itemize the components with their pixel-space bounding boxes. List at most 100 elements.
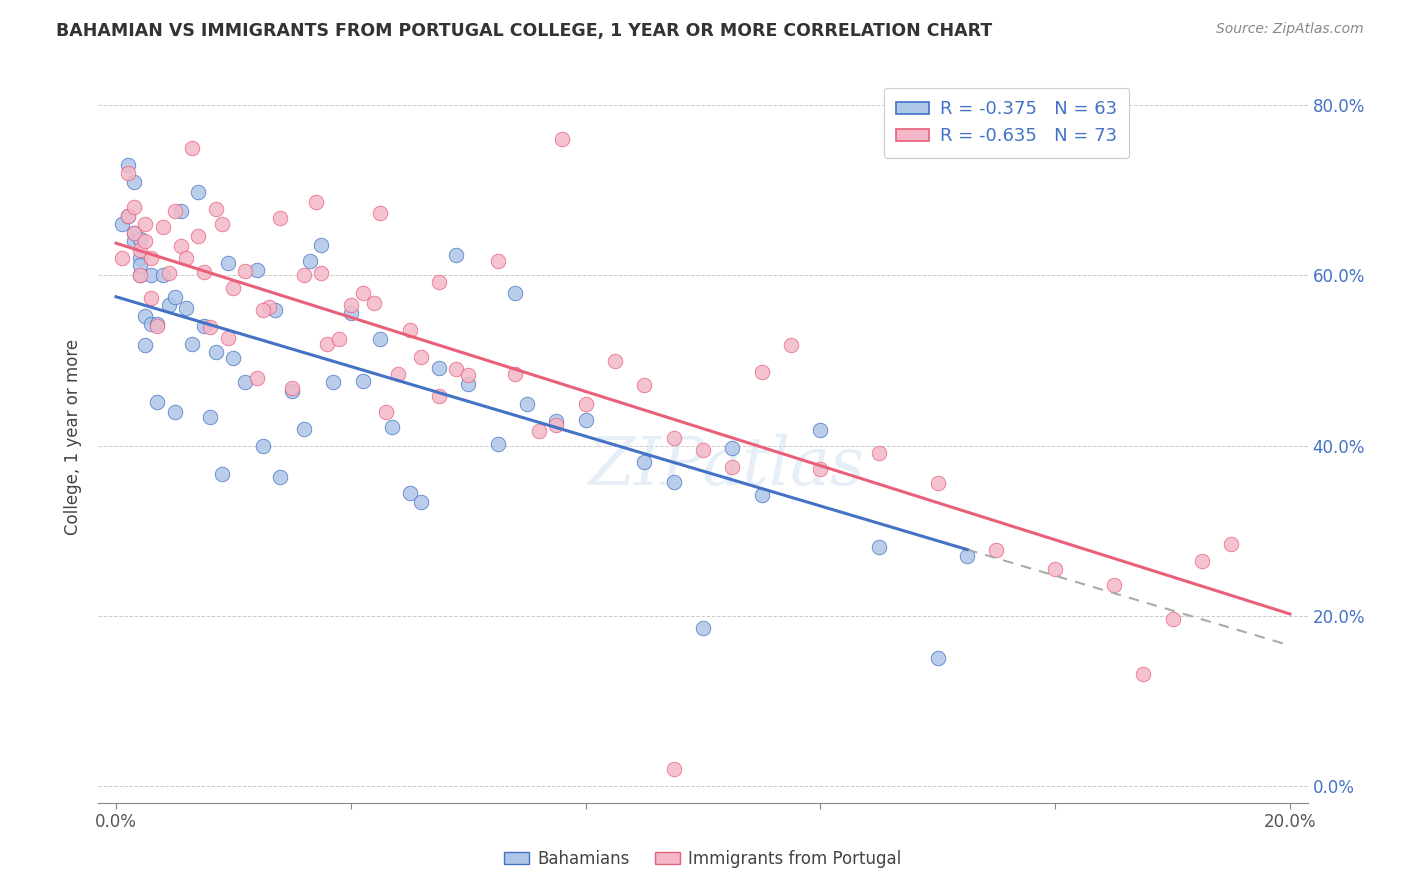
Point: [457, 377, 479, 392]
Point: [211, 217, 233, 231]
Point: [134, 310, 156, 324]
Point: [211, 467, 233, 481]
Point: [486, 436, 509, 450]
Point: [868, 446, 890, 460]
Point: [163, 290, 186, 304]
Point: [1161, 612, 1184, 626]
Point: [986, 542, 1008, 557]
Point: [662, 475, 685, 489]
Point: [398, 486, 420, 500]
Point: [163, 404, 186, 418]
Point: [134, 338, 156, 352]
Point: [176, 301, 198, 315]
Point: [516, 397, 538, 411]
Point: [128, 259, 150, 273]
Point: [257, 300, 280, 314]
Point: [721, 460, 744, 475]
Point: [263, 302, 285, 317]
Point: [411, 495, 433, 509]
Point: [780, 338, 803, 352]
Point: [233, 376, 256, 390]
Point: [927, 651, 949, 665]
Point: [193, 265, 215, 279]
Point: [546, 418, 568, 433]
Point: [387, 368, 409, 382]
Point: [122, 235, 145, 249]
Point: [316, 337, 339, 351]
Point: [141, 291, 163, 305]
Point: [411, 350, 433, 364]
Point: [152, 268, 174, 283]
Point: [340, 298, 363, 312]
Point: [298, 254, 321, 268]
Point: [169, 239, 191, 253]
Point: [292, 422, 315, 436]
Point: [122, 201, 145, 215]
Point: [446, 247, 468, 261]
Point: [751, 366, 773, 380]
Point: [503, 367, 526, 381]
Point: [457, 368, 479, 382]
Legend: Bahamians, Immigrants from Portugal: Bahamians, Immigrants from Portugal: [498, 844, 908, 875]
Point: [134, 235, 156, 249]
Point: [128, 252, 150, 266]
Point: [176, 252, 198, 266]
Point: [868, 540, 890, 554]
Point: [141, 317, 163, 331]
Point: [927, 475, 949, 490]
Point: [152, 219, 174, 234]
Point: [122, 226, 145, 240]
Point: [1102, 578, 1125, 592]
Point: [328, 332, 350, 346]
Point: [134, 218, 156, 232]
Point: [322, 376, 344, 390]
Point: [146, 318, 169, 332]
Point: [311, 238, 333, 252]
Point: [169, 203, 191, 218]
Point: [427, 389, 450, 403]
Point: [187, 185, 209, 199]
Point: [427, 275, 450, 289]
Point: [381, 419, 404, 434]
Legend: R = -0.375   N = 63, R = -0.635   N = 73: R = -0.375 N = 63, R = -0.635 N = 73: [883, 87, 1129, 158]
Point: [427, 361, 450, 376]
Point: [181, 141, 204, 155]
Point: [292, 268, 315, 283]
Point: [1043, 562, 1066, 576]
Point: [375, 405, 398, 419]
Point: [252, 303, 274, 318]
Point: [111, 218, 134, 232]
Point: [187, 228, 209, 243]
Point: [311, 266, 333, 280]
Point: [111, 252, 134, 266]
Point: [551, 132, 574, 146]
Point: [633, 378, 655, 392]
Point: [721, 441, 744, 455]
Point: [503, 286, 526, 301]
Text: Source: ZipAtlas.com: Source: ZipAtlas.com: [1216, 22, 1364, 37]
Point: [217, 256, 239, 270]
Point: [304, 194, 326, 209]
Point: [633, 455, 655, 469]
Point: [692, 622, 714, 636]
Point: [117, 209, 139, 223]
Point: [808, 462, 831, 476]
Point: [193, 318, 215, 333]
Point: [146, 394, 169, 409]
Point: [486, 254, 509, 268]
Point: [352, 375, 374, 389]
Point: [128, 232, 150, 246]
Point: [128, 268, 150, 283]
Point: [751, 487, 773, 501]
Point: [363, 295, 385, 310]
Point: [398, 323, 420, 337]
Point: [368, 206, 391, 220]
Point: [352, 285, 374, 300]
Point: [217, 331, 239, 345]
Point: [575, 413, 598, 427]
Point: [163, 204, 186, 219]
Point: [575, 397, 598, 411]
Point: [368, 332, 391, 346]
Point: [603, 354, 626, 368]
Point: [117, 158, 139, 172]
